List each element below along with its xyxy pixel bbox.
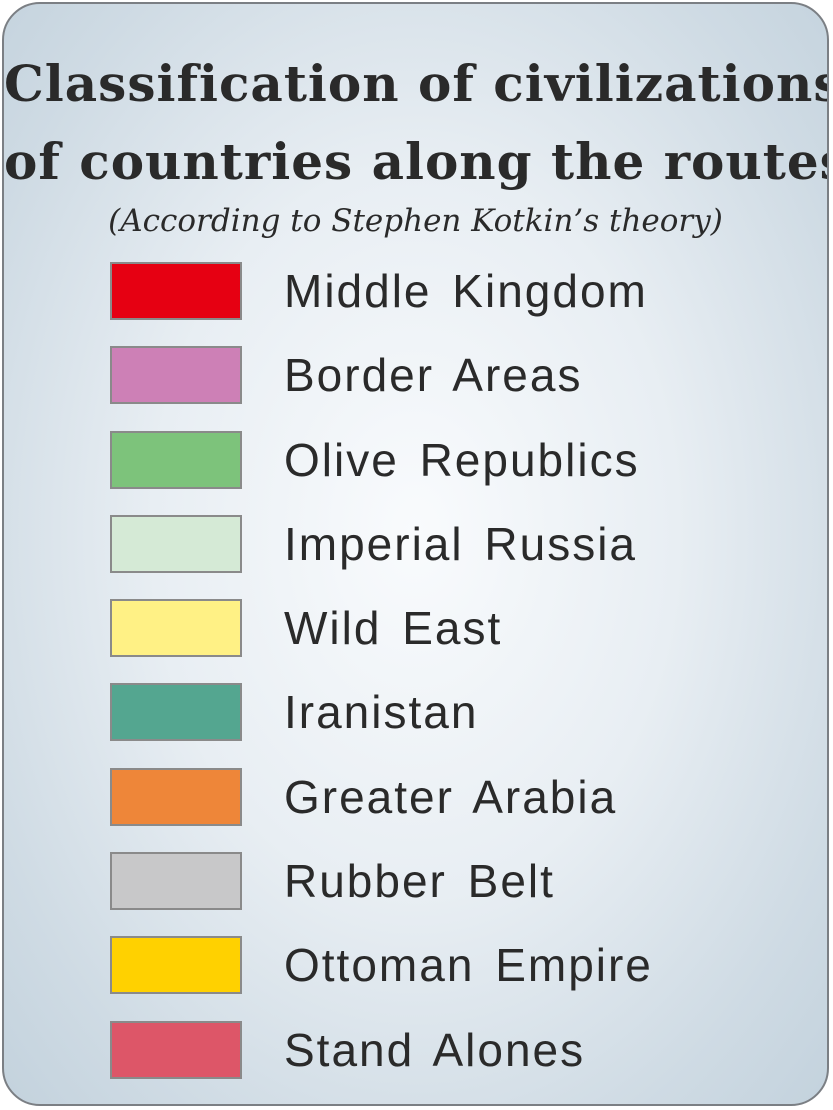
legend-item-imperial-russia: Imperial Russia bbox=[110, 513, 653, 575]
legend-label: Wild East bbox=[284, 602, 503, 655]
legend-label: Middle Kingdom bbox=[284, 265, 648, 317]
legend-label: Ottoman Empire bbox=[284, 939, 653, 992]
title-line-1: Classification of civilizations bbox=[4, 54, 829, 113]
legend-item-wild-east: Wild East bbox=[110, 597, 653, 659]
legend-item-middle-kingdom: Middle Kingdom bbox=[110, 260, 653, 322]
subtitle: (According to Stephen Kotkin’s theory) bbox=[108, 203, 723, 239]
legend-item-olive-republics: Olive Republics bbox=[110, 429, 653, 491]
color-swatch bbox=[110, 346, 242, 405]
color-swatch bbox=[110, 1020, 242, 1079]
color-swatch bbox=[110, 683, 242, 742]
legend-label: Rubber Belt bbox=[284, 855, 555, 908]
legend-list: Middle Kingdom Border Areas Olive Republ… bbox=[110, 260, 653, 1103]
color-swatch bbox=[110, 767, 242, 826]
legend-item-ottoman-empire: Ottoman Empire bbox=[110, 934, 653, 996]
legend-label: Greater Arabia bbox=[284, 770, 618, 823]
legend-label: Imperial Russia bbox=[284, 517, 637, 570]
legend-item-greater-arabia: Greater Arabia bbox=[110, 766, 653, 828]
color-swatch bbox=[110, 514, 242, 573]
color-swatch bbox=[110, 599, 242, 658]
legend-item-iranistan: Iranistan bbox=[110, 681, 653, 743]
legend-label: Olive Republics bbox=[284, 433, 640, 486]
legend-label: Iranistan bbox=[284, 686, 479, 739]
legend-item-border-areas: Border Areas bbox=[110, 344, 653, 406]
legend-label: Stand Alones bbox=[284, 1023, 586, 1076]
color-swatch bbox=[110, 852, 242, 911]
legend-label: Border Areas bbox=[284, 349, 583, 402]
color-swatch bbox=[110, 430, 242, 489]
color-swatch bbox=[110, 262, 242, 320]
color-swatch bbox=[110, 936, 242, 995]
title-line-2: of countries along the routes bbox=[4, 132, 829, 191]
legend-item-rubber-belt: Rubber Belt bbox=[110, 850, 653, 912]
legend-item-stand-alones: Stand Alones bbox=[110, 1019, 653, 1081]
